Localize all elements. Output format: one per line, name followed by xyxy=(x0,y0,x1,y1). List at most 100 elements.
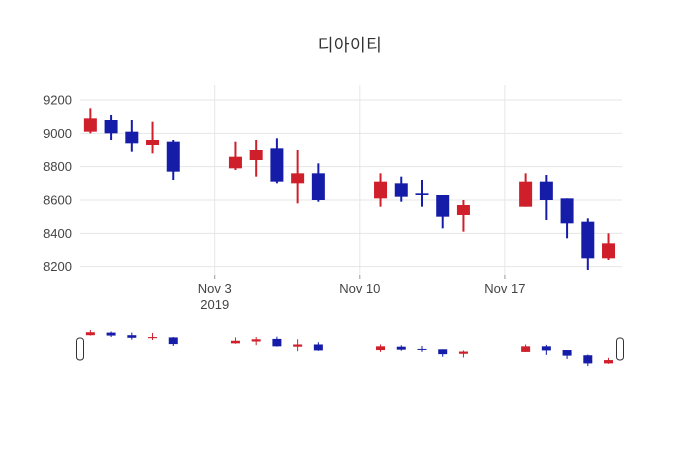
y-tick-label: 8800 xyxy=(43,159,72,174)
candle-body xyxy=(374,181,388,199)
rangeslider-candle-body xyxy=(438,349,448,355)
rangeslider-candle-body xyxy=(313,344,323,351)
candle-up xyxy=(146,121,160,154)
candles xyxy=(83,108,616,270)
x-tick-label: Nov 10 xyxy=(339,281,380,296)
candle-down xyxy=(539,175,553,220)
rangeslider-candle-body xyxy=(293,344,303,347)
rangeslider-left-handle[interactable] xyxy=(76,337,84,361)
rangeslider-candle xyxy=(396,345,406,351)
candle-up xyxy=(456,200,470,232)
rangeslider-candle-body xyxy=(583,355,593,364)
candle-body xyxy=(270,148,284,182)
rangeslider-candle xyxy=(583,354,593,366)
chart-title: 디아이티 xyxy=(317,36,383,55)
y-tick-label: 8200 xyxy=(43,259,72,274)
y-tick-label: 9000 xyxy=(43,126,72,141)
candle-body xyxy=(519,181,533,207)
rangeslider-candle xyxy=(148,332,158,341)
rangeslider-candle xyxy=(376,344,386,352)
rangeslider-candle-body xyxy=(230,340,240,344)
candle-body xyxy=(291,173,305,184)
rangeslider-candle-body xyxy=(562,350,572,356)
candle-down xyxy=(104,115,118,140)
rangeslider-candle-body xyxy=(168,337,178,345)
candle-down xyxy=(560,198,574,239)
candle-body xyxy=(104,120,118,134)
candle-down xyxy=(415,180,429,207)
candle-body xyxy=(83,118,97,132)
candle-up xyxy=(374,173,388,207)
candle-up xyxy=(83,108,97,134)
y-tick-label: 9200 xyxy=(43,93,72,108)
candle-body xyxy=(166,141,180,172)
candle-down xyxy=(581,218,595,270)
candle-up xyxy=(602,233,616,260)
candle-body xyxy=(146,140,160,145)
rangeslider-candle-body xyxy=(396,346,406,350)
rangeslider-candle xyxy=(604,357,614,364)
candle-body xyxy=(539,181,553,200)
candle-body xyxy=(436,195,450,217)
rangeslider-track[interactable] xyxy=(80,324,622,374)
rangeslider-candle-body xyxy=(272,338,282,347)
candle-body xyxy=(581,221,595,259)
candle-body xyxy=(560,198,574,224)
candle-up xyxy=(228,141,242,170)
candle-body xyxy=(415,193,429,195)
rangeslider-candle-body xyxy=(604,360,614,364)
rangeslider-candle xyxy=(293,339,303,352)
rangeslider-candle-body xyxy=(458,351,468,354)
x-tick-label: Nov 17 xyxy=(484,281,525,296)
rangeslider-candle xyxy=(313,342,323,351)
candle-body xyxy=(249,150,263,160)
rangeslider-candle xyxy=(251,337,261,346)
rangeslider-candle-body xyxy=(541,346,551,351)
candle-up xyxy=(249,140,263,177)
rangeslider-candle xyxy=(127,332,137,340)
rangeslider-candle xyxy=(541,344,551,355)
candle-down xyxy=(166,140,180,180)
candle-down xyxy=(436,195,450,229)
rangeslider-candle xyxy=(230,337,240,344)
y-tick-label: 8400 xyxy=(43,226,72,241)
rangeslider-right-handle[interactable] xyxy=(616,337,624,361)
x-tick-label: Nov 3 xyxy=(198,281,232,296)
candle-body xyxy=(311,173,325,200)
rangeslider-candle xyxy=(272,336,282,347)
candle-down xyxy=(311,163,325,202)
rangeslider-candle-body xyxy=(521,346,531,352)
rangeslider xyxy=(76,324,624,374)
rangeslider-candle xyxy=(85,330,95,336)
rangeslider-candle xyxy=(168,337,178,346)
rangeslider-candle xyxy=(562,350,572,359)
candle-body xyxy=(228,156,242,169)
rangeslider-candle-body xyxy=(106,332,116,336)
candle-up xyxy=(291,150,305,204)
candle-down xyxy=(394,176,408,202)
candle-body xyxy=(602,243,616,259)
candle-body xyxy=(394,183,408,197)
rangeslider-candle-body xyxy=(376,346,386,351)
candle-down xyxy=(125,120,139,152)
rangeslider-candle xyxy=(106,331,116,338)
rangeslider-candle xyxy=(417,345,427,352)
y-tick-label: 8600 xyxy=(43,193,72,208)
candle-body xyxy=(125,131,139,144)
rangeslider-candle xyxy=(521,344,531,352)
candle-down xyxy=(270,138,284,184)
rangeslider-candle-body xyxy=(417,348,427,350)
plot-drag-area[interactable] xyxy=(80,85,622,275)
rangeslider-candle-body xyxy=(85,332,95,336)
rangeslider-candle-body xyxy=(127,335,137,338)
rangeslider-candle xyxy=(458,350,468,358)
x-tick-sublabel: 2019 xyxy=(200,297,229,312)
rangeslider-candle-body xyxy=(251,339,261,342)
candle-up xyxy=(519,173,533,207)
candle-body xyxy=(456,205,470,215)
rangeslider-candle xyxy=(438,349,448,357)
rangeslider-candle-body xyxy=(148,337,158,339)
